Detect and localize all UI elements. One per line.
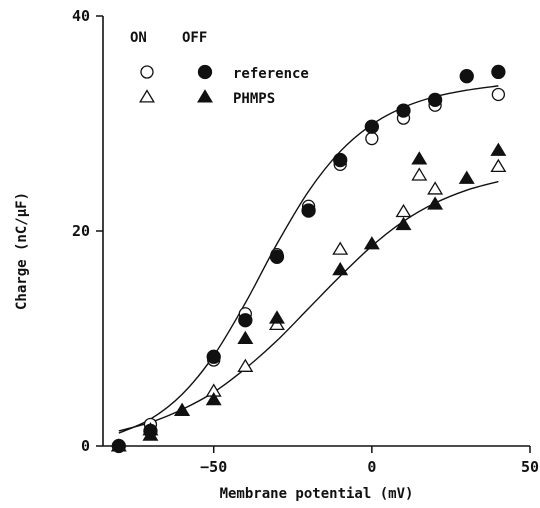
fit-curves — [118, 85, 499, 434]
legend-label-phmps: PHMPS — [233, 91, 275, 107]
phmps-on-point — [411, 167, 428, 181]
phmps-on-point — [427, 181, 444, 195]
reference-off-point — [238, 313, 253, 328]
reference-off-point — [269, 249, 285, 264]
reference-off-point — [396, 103, 411, 118]
y-tick-label: 20 — [72, 222, 90, 240]
legend-marker-phmps-off — [197, 89, 213, 103]
phmps-off-point — [427, 196, 444, 210]
phmps-off-point — [142, 427, 159, 441]
reference-off-point — [427, 92, 443, 107]
phmps-off-point — [363, 236, 380, 250]
y-tick-label: 0 — [81, 437, 90, 455]
phmps-off-point — [458, 170, 475, 184]
reference-off-point — [333, 152, 348, 168]
y-axis-title: Charge (nC/μF) — [14, 192, 30, 310]
reference-fit-curve — [118, 85, 499, 434]
phmps-on-point — [237, 358, 254, 372]
phmps-on-point — [332, 241, 349, 255]
phmps-off-point — [411, 151, 428, 165]
legend-label-reference: reference — [233, 66, 309, 82]
reference-off-point — [459, 69, 474, 84]
legend-marker-reference-off — [197, 64, 213, 80]
legend-header-off: OFF — [182, 30, 207, 46]
legend: ON OFF reference PHMPS — [130, 30, 309, 107]
reference-off-point — [491, 64, 506, 80]
reference-off-point — [301, 203, 316, 218]
phmps-fit-curve — [118, 180, 499, 432]
x-tick-label: 0 — [367, 458, 376, 476]
x-tick-label: −50 — [200, 458, 227, 476]
reference-on-point — [491, 87, 506, 102]
reference-off-point — [364, 119, 380, 134]
legend-header-on: ON — [130, 30, 147, 46]
phmps-off-point — [395, 216, 412, 231]
phmps-on-point — [395, 203, 412, 218]
phmps-off-point — [110, 438, 127, 452]
phmps-on-point — [268, 316, 285, 331]
phmps-on-point — [490, 158, 507, 173]
reference-on-point — [365, 131, 379, 146]
x-tick-label: 50 — [521, 458, 539, 476]
phmps-off-point — [237, 330, 254, 345]
axes: −50 0 50 0 20 40 Membrane potential (mV) Charge… — [14, 7, 539, 502]
legend-marker-reference-on — [140, 65, 154, 79]
data-points — [110, 64, 507, 454]
phmps-off-point — [490, 142, 507, 156]
phmps-off-point — [174, 402, 191, 417]
phmps-off-point — [205, 392, 222, 406]
legend-marker-phmps-on — [139, 89, 155, 103]
phmps-off-point — [332, 261, 349, 276]
reference-off-point — [206, 349, 221, 364]
x-axis-title: Membrane potential (mV) — [220, 486, 414, 502]
y-tick-label: 40 — [72, 7, 90, 25]
phmps-off-point — [268, 310, 285, 324]
